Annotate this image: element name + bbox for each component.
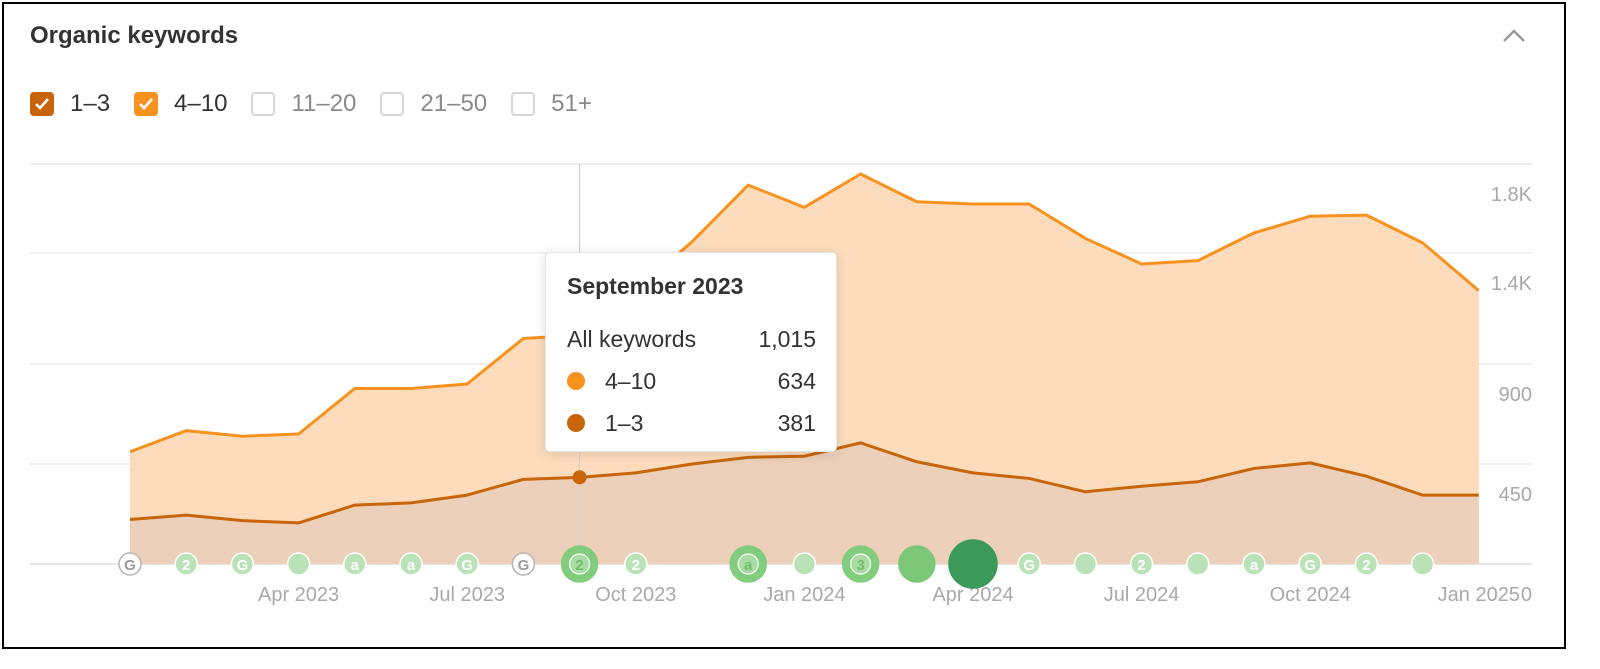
event-marker-icon	[511, 552, 536, 576]
event-marker-icon	[1354, 552, 1379, 576]
event-marker-label: 3	[856, 557, 864, 574]
filter-label: 21–50	[420, 90, 488, 117]
position-filters: 1–3 4–10 11–20 21–50 51+	[30, 90, 616, 118]
event-marker-icon	[1073, 552, 1098, 576]
event-marker-icon	[624, 552, 648, 576]
event-marker-icon	[1186, 552, 1210, 576]
event-marker-label: G	[124, 557, 136, 574]
event-marker-icon	[1017, 552, 1041, 576]
x-tick-label: Apr 2024	[932, 584, 1013, 606]
event-marker-icon	[343, 552, 367, 576]
checkbox[interactable]	[380, 92, 405, 116]
event-marker-icon	[174, 552, 198, 576]
event-marker-inner	[849, 553, 872, 575]
check-icon	[139, 98, 154, 110]
event-marker-label: a	[407, 557, 416, 574]
filter-label: 51+	[551, 90, 592, 117]
checkbox[interactable]	[30, 92, 54, 116]
event-marker-icon	[455, 552, 479, 576]
event-marker-icon	[1242, 552, 1266, 576]
tooltip-row-label: 1–3	[605, 409, 644, 436]
x-tick-label: Jul 2024	[1104, 584, 1180, 606]
event-marker-label: a	[351, 557, 360, 574]
data-point-1-3	[572, 470, 587, 485]
event-marker-label: 2	[1362, 557, 1370, 574]
event-marker-icon	[948, 539, 998, 589]
tooltip-row-1-3: 1–3 381	[567, 402, 816, 444]
x-tick-label: Jan 2025	[1438, 584, 1520, 606]
event-marker-icon	[118, 552, 142, 576]
widget-title: Organic keywords	[30, 22, 239, 49]
event-marker-icon	[399, 552, 423, 576]
check-icon	[35, 98, 49, 110]
event-marker-inner	[737, 553, 759, 575]
filter-label: 4–10	[174, 90, 228, 117]
event-marker-icon	[792, 552, 817, 576]
checkbox[interactable]	[134, 92, 159, 116]
filter-11-20[interactable]: 11–20	[251, 90, 356, 118]
area-1-3	[130, 442, 1479, 564]
event-marker-label: 2	[182, 557, 190, 574]
filter-label: 11–20	[291, 90, 357, 117]
x-tick-label: Jul 2023	[429, 584, 505, 606]
y-tick-label: 0	[1521, 584, 1532, 606]
tooltip-row-value: 634	[777, 367, 816, 394]
event-marker-icon	[1410, 552, 1435, 576]
chart-tooltip: September 2023 All keywords 1,015 4–10 6…	[545, 252, 837, 452]
event-marker-icon	[1129, 552, 1154, 576]
x-tick-label: Jan 2024	[763, 584, 845, 606]
event-marker-inner	[568, 553, 591, 575]
tooltip-row-value: 381	[777, 409, 816, 436]
tooltip-row-label: 4–10	[605, 367, 657, 394]
filter-51-plus[interactable]: 51+	[511, 90, 592, 118]
series-dot-icon	[567, 372, 585, 390]
event-marker-icon	[286, 552, 311, 576]
line-1-3	[129, 441, 1479, 525]
x-tick-label: Oct 2024	[1270, 584, 1351, 606]
line-4-10	[129, 172, 1480, 454]
event-marker-icon	[230, 552, 255, 576]
event-marker-label: G	[518, 557, 530, 574]
event-marker-label: 2	[575, 557, 583, 574]
organic-keywords-widget: Organic keywords 1–3 4–10 11–20 21–50 51…	[2, 2, 1566, 649]
y-tick-label: 450	[1499, 484, 1532, 506]
event-marker-label: G	[1304, 557, 1316, 574]
checkbox[interactable]	[511, 92, 536, 116]
tooltip-row-4-10: 4–10 634	[567, 360, 816, 402]
filter-4-10[interactable]: 4–10	[134, 90, 227, 118]
filter-1-3[interactable]: 1–3	[30, 90, 110, 118]
y-tick-label: 1.8K	[1491, 184, 1533, 206]
event-marker-label: G	[1023, 557, 1035, 574]
tooltip-row-all: All keywords 1,015	[567, 318, 816, 360]
y-tick-label: 900	[1499, 384, 1532, 406]
event-marker-icon	[898, 545, 936, 583]
event-marker-label: 2	[1137, 557, 1145, 574]
tooltip-row-label: All keywords	[567, 325, 697, 352]
event-marker-label: G	[461, 557, 473, 574]
event-marker-label: a	[1250, 557, 1259, 574]
y-tick-label: 1.4K	[1491, 273, 1533, 295]
event-marker-label: G	[237, 557, 249, 574]
tooltip-row-value: 1,015	[758, 325, 816, 352]
filter-21-50[interactable]: 21–50	[380, 90, 487, 118]
x-tick-label: Oct 2023	[595, 584, 676, 606]
filter-label: 1–3	[70, 90, 111, 117]
event-marker-label: a	[744, 557, 753, 574]
event-marker-icon	[1298, 552, 1322, 576]
checkbox[interactable]	[251, 92, 276, 116]
chevron-up-icon[interactable]	[1502, 26, 1526, 44]
series-dot-icon	[567, 414, 585, 432]
tooltip-title: September 2023	[567, 273, 744, 299]
x-tick-label: Apr 2023	[258, 584, 339, 606]
event-marker-label: 2	[632, 557, 640, 574]
